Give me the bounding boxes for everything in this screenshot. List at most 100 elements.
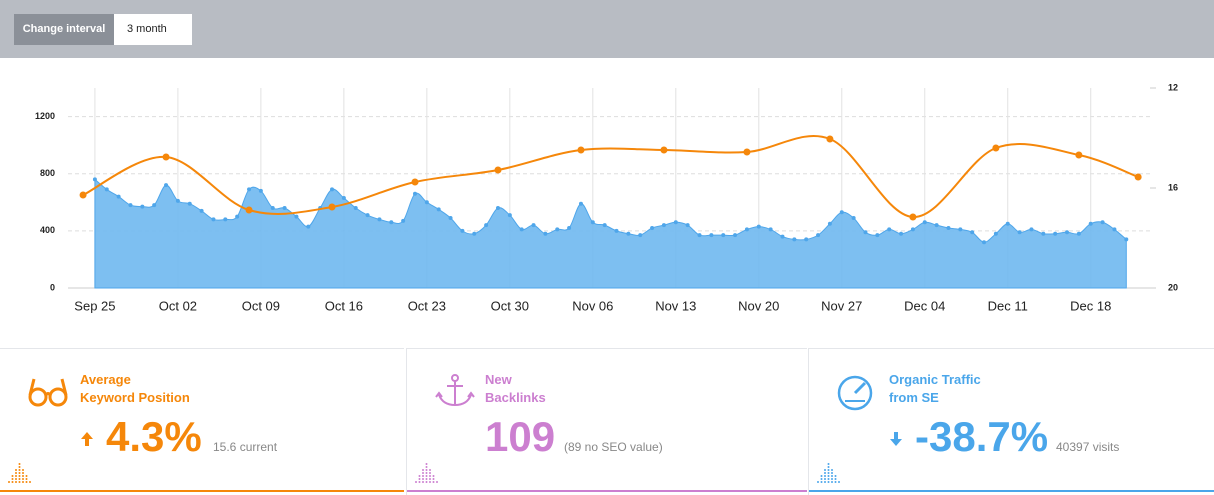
x-tick-label: Dec 18 — [1070, 298, 1111, 313]
x-tick-label: Dec 11 — [988, 298, 1028, 313]
area-point — [211, 217, 216, 222]
widget-note: 40397 visits — [1056, 440, 1120, 454]
line-point — [992, 144, 1000, 152]
line-point — [743, 148, 751, 156]
line-point — [1134, 173, 1142, 181]
y2-tick-label: 12 — [1168, 82, 1178, 92]
area-point — [1053, 231, 1058, 236]
area-point — [555, 227, 560, 232]
area-point — [258, 188, 263, 193]
area-point — [424, 200, 429, 205]
area-point — [1100, 220, 1105, 225]
y2-tick-label: 20 — [1168, 282, 1178, 292]
area-point — [235, 214, 240, 219]
area-point — [104, 187, 109, 192]
area-point — [685, 223, 690, 228]
area-point — [270, 206, 275, 210]
area-point — [626, 231, 631, 236]
area-point — [590, 220, 595, 225]
widget-title: Average Keyword Position — [80, 371, 190, 407]
area-point — [247, 187, 252, 192]
area-point — [436, 207, 441, 212]
widget-title-line: Backlinks — [485, 390, 546, 405]
area-point — [152, 203, 157, 208]
area-point — [733, 233, 738, 238]
toolbar: Change interval 3 month — [0, 0, 1214, 58]
area-point — [448, 216, 453, 220]
area-point — [187, 201, 192, 206]
line-point — [328, 203, 336, 211]
widget-decoration — [817, 463, 840, 483]
area-point — [389, 220, 394, 225]
interval-select[interactable]: 3 month — [114, 14, 192, 45]
area-point — [507, 213, 512, 218]
area-point — [756, 224, 761, 229]
area-point — [851, 216, 856, 220]
widget-icon — [435, 374, 475, 407]
widget-title-line: New — [485, 372, 512, 387]
area-point — [721, 233, 726, 238]
area-point — [709, 233, 714, 238]
area-point — [946, 226, 951, 230]
area-point — [223, 217, 228, 222]
line-point — [411, 178, 419, 186]
x-tick-label: Sep 25 — [74, 298, 115, 313]
area-point — [638, 233, 643, 238]
y-tick-label: 400 — [40, 225, 55, 235]
widget-value: -38.7% — [915, 413, 1049, 460]
area-point — [353, 206, 358, 210]
widget-title-line: Average — [80, 372, 131, 387]
area-point — [365, 213, 370, 218]
widget-title: Organic Traffic from SE — [889, 371, 981, 407]
area-point — [401, 218, 406, 223]
area-point — [484, 223, 489, 228]
area-point — [875, 233, 880, 238]
y-tick-label: 800 — [40, 168, 55, 178]
area-point — [543, 231, 548, 236]
area-point — [827, 221, 832, 226]
area-point — [910, 227, 915, 232]
area-point — [128, 203, 133, 208]
x-tick-label: Nov 13 — [655, 298, 696, 313]
area-point — [1124, 237, 1129, 242]
area — [94, 178, 1127, 289]
area-point — [839, 210, 844, 215]
area-point — [412, 191, 417, 196]
area-point — [294, 214, 299, 219]
area-point — [650, 226, 655, 230]
x-tick-label: Nov 27 — [821, 298, 862, 313]
widget-title-line: Keyword Position — [80, 390, 190, 405]
line — [82, 135, 1139, 219]
widget-title: New Backlinks — [485, 371, 546, 407]
widget-icon — [28, 378, 68, 407]
trend-arrow — [81, 432, 93, 446]
widget-note: 15.6 current — [213, 440, 278, 454]
line-point — [1075, 151, 1083, 159]
area-point — [982, 240, 987, 245]
line-point — [660, 146, 668, 154]
line-point — [909, 213, 917, 221]
area-point — [958, 227, 963, 232]
area-point — [887, 227, 892, 232]
y2-tick-label: 16 — [1168, 182, 1178, 192]
area-point — [1065, 230, 1070, 235]
area-point — [744, 227, 749, 232]
area-point — [472, 231, 477, 236]
area-point — [531, 223, 536, 228]
area-point — [377, 217, 382, 222]
line-point — [494, 166, 502, 174]
line-point — [826, 135, 834, 143]
area-point — [1005, 221, 1010, 226]
x-tick-label: Nov 20 — [738, 298, 779, 313]
area-point — [495, 206, 500, 210]
area-point — [768, 227, 773, 232]
interval-label: Change interval — [14, 14, 114, 45]
area-point — [567, 226, 572, 230]
widget-title-line: Organic Traffic — [889, 372, 981, 387]
chart: 0 400 800 1200 12 16 20 Sep 25 Oct 02 Oct 09 Oct 1… — [35, 82, 1178, 313]
line-point — [245, 206, 253, 214]
area-point — [673, 220, 678, 225]
area-point — [282, 206, 287, 210]
area-point — [460, 228, 465, 233]
